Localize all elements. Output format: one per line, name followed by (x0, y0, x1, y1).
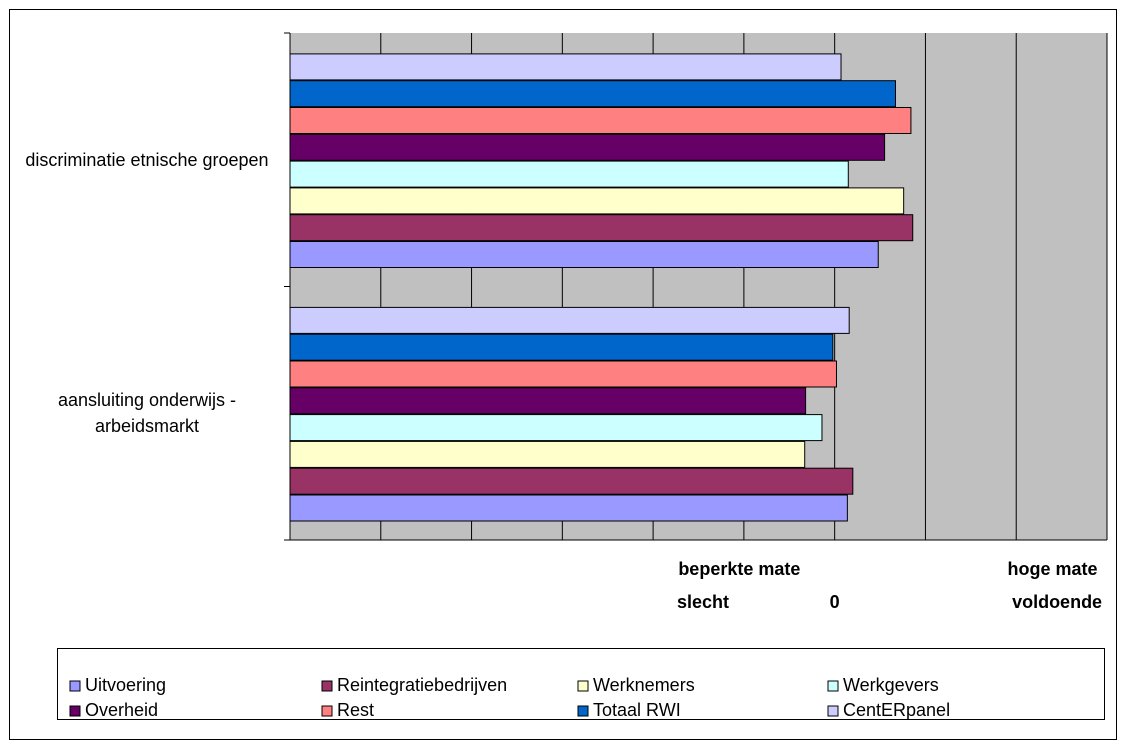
bar (289, 214, 914, 242)
legend-swatch (827, 680, 839, 692)
bar (289, 306, 850, 334)
bar (289, 440, 806, 468)
legend-label: Werkgevers (843, 675, 939, 695)
legend-label: Werknemers (593, 675, 695, 695)
bar (289, 333, 834, 361)
bar (289, 160, 849, 188)
legend-label: Totaal RWI (593, 700, 681, 720)
bar (289, 80, 896, 108)
legend-swatch (69, 680, 81, 692)
bar (289, 133, 886, 161)
legend-swatch (577, 680, 589, 692)
legend-swatch (827, 705, 839, 717)
legend-label: CentERpanel (843, 700, 950, 720)
x-axis-label: beperkte mate (678, 559, 800, 579)
bar (289, 494, 848, 522)
bar (289, 187, 905, 215)
legend-swatch (577, 705, 589, 717)
bar (289, 387, 807, 415)
legend-label: Overheid (85, 700, 158, 720)
bar (289, 414, 823, 442)
x-axis-label: voldoende (1012, 592, 1102, 612)
bar (289, 53, 842, 81)
bar (289, 360, 837, 388)
legend-swatch (69, 705, 81, 717)
y-tick-label: discriminatie etnische groepen (25, 149, 269, 170)
x-axis-label: slecht (677, 592, 729, 612)
legend-label: Reintegratiebedrijven (337, 675, 507, 695)
bar (289, 107, 912, 134)
legend-label: Rest (337, 700, 374, 720)
x-axis-label: 0 (830, 592, 840, 612)
legend-swatch (321, 705, 333, 717)
bar (289, 241, 879, 268)
legend-label: Uitvoering (85, 675, 166, 695)
legend-swatch (321, 680, 333, 692)
bar (289, 467, 854, 495)
y-tick-label: aansluiting onderwijs - arbeidsmarkt (57, 390, 237, 437)
x-axis-label: hoge mate (1008, 559, 1098, 579)
